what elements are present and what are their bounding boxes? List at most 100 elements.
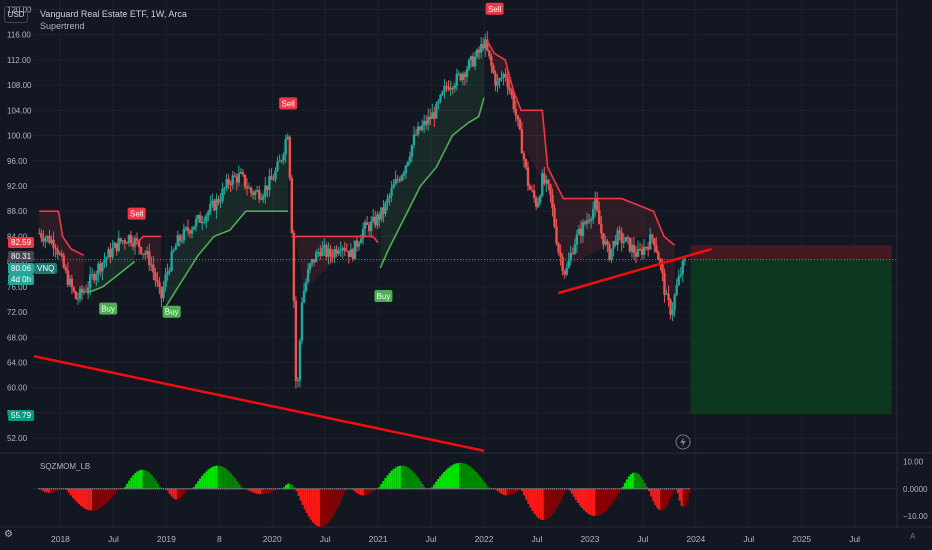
squeeze-dot: [557, 487, 560, 490]
candle-body: [160, 286, 163, 299]
squeeze-dot: [411, 487, 413, 490]
buy-signal[interactable]: Buy: [162, 305, 181, 318]
candle-body: [683, 258, 687, 261]
squeeze-dot: [561, 487, 564, 490]
candle-body: [101, 262, 104, 272]
momentum-bar: [114, 488, 117, 493]
sell-signal[interactable]: Sell: [127, 207, 146, 220]
candle-body: [213, 200, 216, 211]
candle-body: [653, 238, 656, 246]
candle-body: [677, 276, 680, 285]
supertrend-down-fill: [134, 236, 162, 300]
momentum-bar: [228, 471, 231, 489]
momentum-bar: [96, 488, 99, 510]
momentum-bar: [640, 476, 643, 489]
squeeze-dot: [317, 487, 320, 490]
candle-body: [225, 179, 228, 188]
candle-body: [624, 237, 627, 242]
momentum-bar: [607, 488, 610, 509]
vnq-price-tag: 80.06: [8, 263, 35, 274]
momentum-bar: [285, 484, 288, 489]
candle-body: [194, 219, 198, 227]
momentum-bar: [548, 488, 551, 519]
candle-body: [168, 270, 171, 272]
indicator-label[interactable]: Supertrend: [40, 21, 85, 31]
momentum-bar: [69, 488, 72, 496]
candle-body: [510, 90, 513, 96]
candle-body: [363, 222, 367, 229]
candle-body: [443, 86, 446, 92]
momentum-bar: [205, 471, 208, 489]
squeeze-dot: [480, 487, 482, 490]
currency-button[interactable]: USD: [4, 6, 28, 23]
momentum-bar: [394, 467, 397, 489]
candle-body: [317, 251, 320, 253]
signal-badge: [127, 207, 146, 220]
candle-body: [355, 240, 359, 247]
symbol-title[interactable]: Vanguard Real Estate ETF, 1W, Arca: [40, 9, 187, 19]
squeeze-dot: [276, 487, 279, 490]
candle-body: [634, 253, 638, 257]
squeeze-dot: [341, 487, 344, 490]
replay-icon[interactable]: [675, 434, 691, 450]
momentum-bar: [485, 484, 488, 489]
candle-body: [583, 222, 587, 224]
momentum-bar: [625, 479, 628, 489]
signal-markers[interactable]: Sell Buy Buy Sell Buy Sell: [99, 2, 504, 318]
candle-body: [84, 290, 88, 292]
squeeze-dot: [590, 487, 592, 490]
sell-signal[interactable]: Sell: [279, 97, 298, 110]
candle-body: [235, 176, 239, 183]
momentum-bar: [496, 488, 499, 492]
momentum-bar: [174, 488, 177, 500]
candle-body: [412, 134, 416, 146]
candle-body: [117, 238, 120, 251]
auto-scale-button[interactable]: A: [910, 532, 916, 541]
squeeze-dot: [439, 487, 442, 490]
momentum-bar: [529, 488, 532, 508]
squeeze-dot: [578, 487, 580, 490]
sell-signal[interactable]: Sell: [485, 2, 504, 15]
buy-signal[interactable]: Buy: [374, 289, 393, 302]
momentum-bar: [650, 488, 653, 497]
momentum-bar: [73, 488, 76, 501]
candle-body: [353, 240, 357, 260]
candle-body: [129, 234, 133, 244]
squeeze-dot: [270, 487, 273, 490]
momentum-bar: [132, 475, 135, 489]
momentum-bar: [599, 488, 602, 515]
squeeze-dot: [502, 487, 505, 490]
candle-body: [89, 274, 92, 288]
squeeze-dot: [128, 487, 130, 490]
candle-body: [288, 136, 291, 178]
candle-body: [551, 194, 554, 209]
squeeze-dot: [242, 487, 244, 490]
squeeze-dot: [262, 487, 265, 490]
squeeze-dot: [197, 487, 199, 490]
candle-body: [48, 235, 51, 243]
squeeze-dot: [631, 487, 633, 490]
candle-body: [266, 185, 269, 191]
candle-body: [347, 250, 351, 257]
momentum-bar: [613, 488, 616, 500]
candle-body: [91, 273, 94, 275]
buy-signal[interactable]: Buy: [99, 302, 118, 315]
momentum-tick-label: 0.0000: [903, 485, 928, 494]
squeeze-dot: [525, 487, 527, 490]
candle-body: [300, 302, 304, 341]
price-tick-label: 112.00: [7, 56, 31, 65]
squeeze-dot: [256, 487, 258, 490]
momentum-bar: [80, 488, 83, 506]
momentum-bar: [234, 478, 237, 489]
squeeze-dot: [181, 487, 183, 490]
candle-body: [392, 184, 395, 189]
candle-body: [135, 238, 139, 241]
squeeze-dot: [231, 487, 234, 490]
settings-gear-icon[interactable]: ⚙: [4, 529, 13, 540]
time-tick-label: 2019: [157, 534, 176, 544]
momentum-bar: [232, 475, 235, 489]
oscillator-label[interactable]: SQZMOM_LB: [40, 462, 91, 471]
momentum-bar: [523, 488, 526, 496]
momentum-bar: [502, 488, 505, 495]
